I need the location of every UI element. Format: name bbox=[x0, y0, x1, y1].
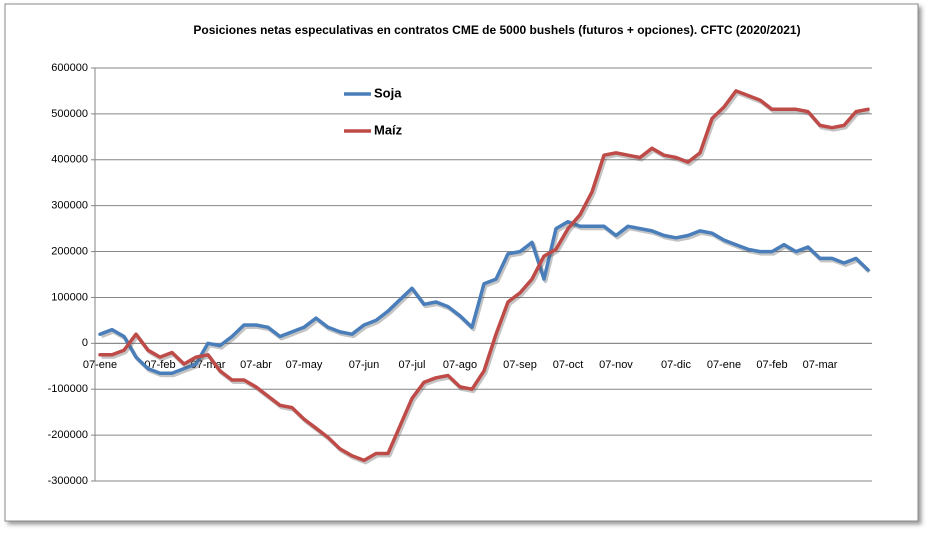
x-tick-label: 07-oct bbox=[553, 359, 584, 371]
y-tick-label: -300000 bbox=[48, 475, 88, 487]
y-tick-label: 400000 bbox=[51, 154, 88, 166]
y-tick-label: -100000 bbox=[48, 383, 88, 395]
y-tick-label: -200000 bbox=[48, 429, 88, 441]
x-tick-label: 07-feb bbox=[756, 359, 787, 371]
x-tick-label: 07-abr bbox=[240, 359, 272, 371]
chart-title: Posiciones netas especulativas en contra… bbox=[193, 23, 800, 37]
series-line bbox=[98, 89, 870, 463]
y-tick-label: 300000 bbox=[51, 200, 88, 212]
y-tick-label: 500000 bbox=[51, 108, 88, 120]
legend-label: Soja bbox=[374, 85, 402, 100]
x-tick-label: 07-may bbox=[286, 359, 323, 371]
x-tick-label: 07-mar bbox=[803, 359, 838, 371]
x-tick-label: 07-ago bbox=[443, 359, 477, 371]
y-tick-label: 200000 bbox=[51, 245, 88, 257]
y-tick-label: 600000 bbox=[51, 62, 88, 74]
x-tick-label: 07-jun bbox=[349, 359, 380, 371]
x-tick-label: 07-dic bbox=[661, 359, 691, 371]
x-tick-label: 07-nov bbox=[599, 359, 633, 371]
y-tick-label: 100000 bbox=[51, 291, 88, 303]
chart-frame bbox=[4, 3, 919, 522]
series-line bbox=[98, 219, 870, 375]
y-tick-label: 0 bbox=[82, 337, 88, 349]
plot-area: -300000 -200000 -100000 0 100000 200000 300000… bbox=[48, 62, 872, 487]
legend-label: Maíz bbox=[374, 122, 403, 137]
x-tick-label: 07-ene bbox=[707, 359, 741, 371]
x-tick-label: 07-ene bbox=[83, 359, 117, 371]
x-tick-label: 07-feb bbox=[144, 359, 175, 371]
x-tick-label: 07-sep bbox=[503, 359, 537, 371]
x-tick-label: 07-jul bbox=[399, 359, 426, 371]
